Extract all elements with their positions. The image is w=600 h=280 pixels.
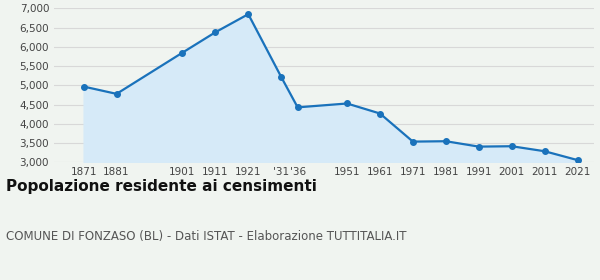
Text: Popolazione residente ai censimenti: Popolazione residente ai censimenti	[6, 179, 317, 194]
Text: COMUNE DI FONZASO (BL) - Dati ISTAT - Elaborazione TUTTITALIA.IT: COMUNE DI FONZASO (BL) - Dati ISTAT - El…	[6, 230, 407, 242]
